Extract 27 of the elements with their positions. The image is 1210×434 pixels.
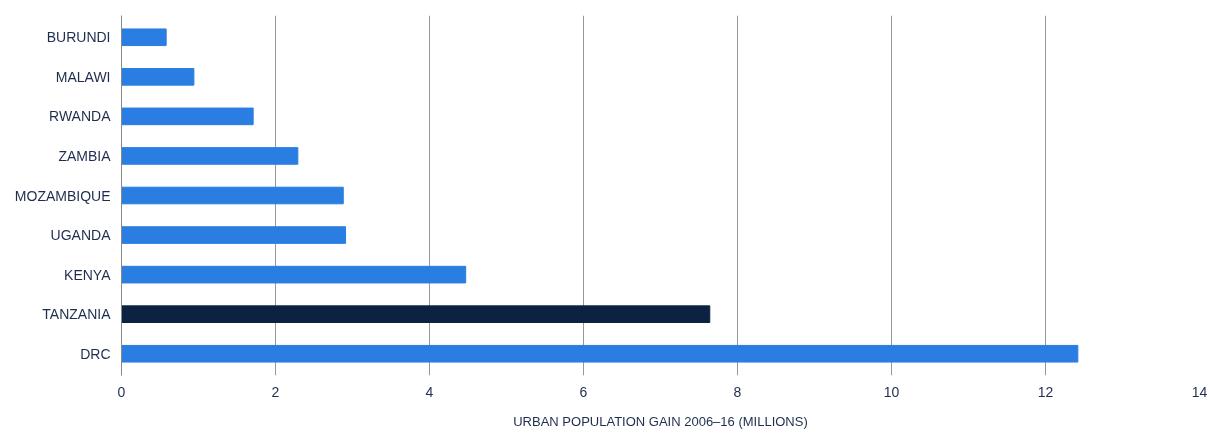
y-tick-label: DRC: [80, 345, 111, 362]
y-tick-label: TANZANIA: [42, 306, 112, 323]
x-tick-label: 10: [883, 383, 900, 400]
x-tick-label: 14: [1191, 383, 1208, 400]
bar: [121, 107, 254, 126]
bar: [121, 265, 467, 284]
bar: [121, 305, 711, 323]
x-tick-label: 0: [117, 383, 126, 400]
y-tick-label: MALAWI: [55, 68, 111, 85]
bar: [121, 147, 299, 165]
bar: [121, 226, 347, 244]
x-axis-title: URBAN POPULATION GAIN 2006–16 (MILLIONS): [513, 413, 808, 429]
y-tick-label: ZAMBIA: [58, 147, 112, 164]
y-tick-label: MOZAMBIQUE: [14, 187, 111, 204]
x-tick-label: 8: [733, 383, 742, 400]
bar: [121, 344, 1079, 363]
bar: [121, 68, 195, 86]
y-tick-label: UGANDA: [50, 227, 112, 244]
x-tick-label: 2: [271, 383, 280, 400]
x-tick-label: 4: [425, 383, 434, 400]
y-tick-label: RWANDA: [49, 108, 112, 125]
x-tick-label: 6: [579, 383, 588, 400]
y-tick-label: BURUNDI: [46, 29, 111, 46]
bar: [121, 28, 167, 47]
bar: [121, 186, 344, 205]
y-tick-label: KENYA: [64, 266, 112, 283]
x-tick-label: 12: [1037, 383, 1054, 400]
